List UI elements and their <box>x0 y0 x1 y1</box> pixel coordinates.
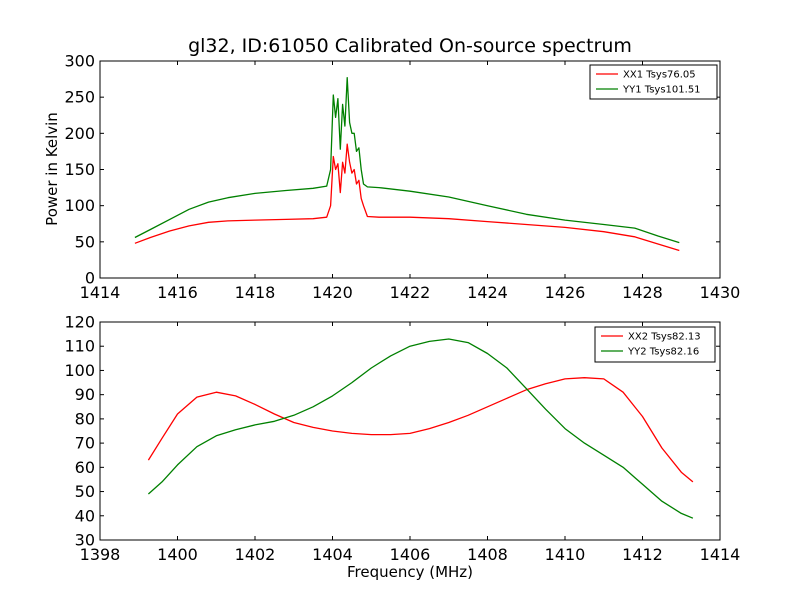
y-tick-label: 200 <box>64 124 95 143</box>
y-tick-label: 70 <box>75 434 95 453</box>
bottom-spectrum-plot: 1398 1400 1402 1404 1406 1408 1410 1412 1414 30 40… <box>64 313 740 565</box>
y-tick-label: 80 <box>75 409 95 428</box>
chart-title: gl32, ID:61050 Calibrated On-source spec… <box>188 35 632 57</box>
series-line-1 <box>134 143 680 252</box>
legend: XX1 Tsys76.05 YY1 Tsys101.51 <box>589 64 718 100</box>
x-tick-label: 1422 <box>390 283 431 302</box>
y-tick-label: 60 <box>75 458 95 477</box>
x-tick-label: 1398 <box>80 545 121 564</box>
legend-entry: YY2 Tsys82.16 <box>627 347 699 358</box>
x-axis-label: Frequency (MHz) <box>347 563 473 581</box>
y-tick-label: 0 <box>85 269 95 288</box>
legend-entry: XX2 Tsys82.13 <box>628 332 701 343</box>
x-tick-label: 1416 <box>157 283 198 302</box>
series-line-2 <box>134 76 680 244</box>
legend: XX2 Tsys82.13 YY2 Tsys82.16 <box>594 326 716 363</box>
x-tick-label: 1408 <box>467 545 508 564</box>
y-tick-label: 50 <box>75 482 95 501</box>
x-tick-label: 1406 <box>390 545 431 564</box>
top-spectrum-plot: 1414 1416 1418 1420 1422 1424 1426 1428 1430 0 50 1… <box>64 52 740 303</box>
y-tick-label: 40 <box>75 506 95 525</box>
series-line-2 <box>147 338 694 519</box>
y-tick-label: 50 <box>75 232 95 251</box>
y-tick-label: 300 <box>64 52 95 71</box>
x-tick-label: 1414 <box>700 545 741 564</box>
y-tick-label: 100 <box>64 196 95 215</box>
y-tick-label: 100 <box>64 361 95 380</box>
x-tick-label: 1424 <box>467 283 508 302</box>
x-tick-label: 1404 <box>312 545 353 564</box>
y-tick-label: 150 <box>64 160 95 179</box>
series-line-1 <box>147 377 694 483</box>
x-tick-label: 1430 <box>700 283 741 302</box>
x-tick-label: 1426 <box>545 283 586 302</box>
legend-entry: XX1 Tsys76.05 <box>623 70 696 81</box>
x-tick-label: 1418 <box>235 283 276 302</box>
x-tick-label: 1400 <box>157 545 198 564</box>
legend-box <box>589 64 718 100</box>
y-tick-label: 120 <box>64 313 95 332</box>
x-tick-label: 1412 <box>622 545 663 564</box>
y-tick-label: 110 <box>64 337 95 356</box>
legend-box <box>594 326 716 363</box>
legend-entry: YY1 Tsys101.51 <box>622 85 701 96</box>
y-tick-label: 30 <box>75 531 95 550</box>
x-tick-label: 1402 <box>235 545 276 564</box>
y-tick-label: 90 <box>75 385 95 404</box>
x-tick-label: 1420 <box>312 283 353 302</box>
x-tick-label: 1410 <box>545 545 586 564</box>
y-axis-label: Power in Kelvin <box>43 112 61 226</box>
x-tick-label: 1414 <box>80 283 121 302</box>
y-tick-label: 250 <box>64 88 95 107</box>
x-tick-label: 1428 <box>622 283 663 302</box>
